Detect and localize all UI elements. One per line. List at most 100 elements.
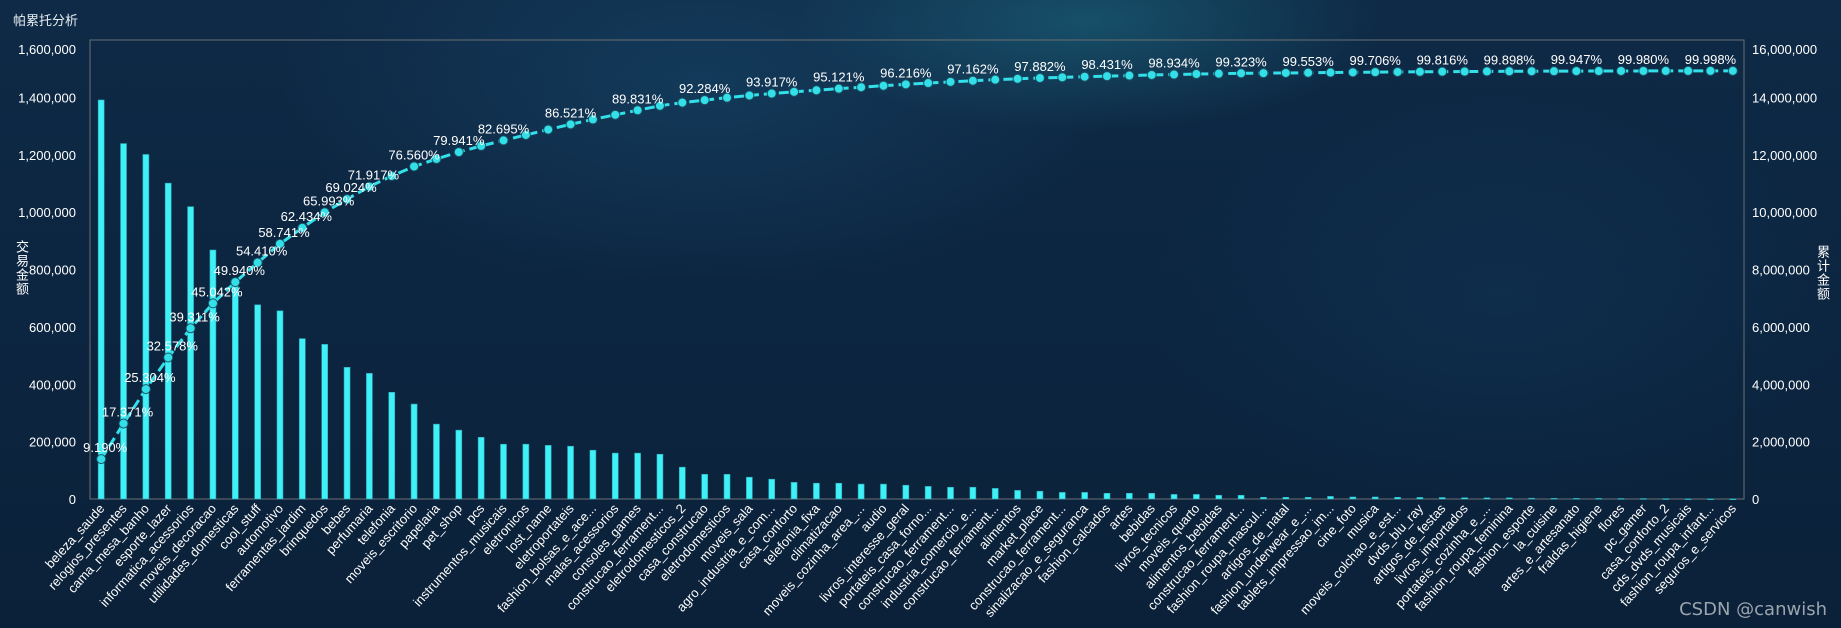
cumulative-point (1392, 66, 1403, 77)
cumulative-point (1280, 67, 1291, 78)
bar (1193, 494, 1200, 500)
cumulative-point (699, 95, 710, 106)
bar (231, 285, 239, 500)
cumulative-point (1236, 68, 1247, 79)
bar (746, 476, 753, 500)
bar (1617, 498, 1625, 500)
cumulative-percent-label: 62.434% (281, 209, 333, 224)
cumulative-point (1593, 66, 1604, 77)
cumulative-percent-label: 82.695% (478, 121, 530, 136)
bar (611, 452, 619, 500)
cumulative-point (252, 257, 263, 268)
cumulative-percent-label: 97.882% (1014, 59, 1066, 74)
cumulative-point (1012, 73, 1023, 84)
bar (857, 483, 865, 500)
bar (1260, 496, 1267, 500)
cumulative-point (833, 83, 844, 94)
cumulative-point (1616, 65, 1627, 76)
cumulative-point (856, 82, 867, 93)
cumulative-point (878, 80, 889, 91)
cumulative-percent-label: 99.980% (1618, 52, 1670, 67)
bar (97, 99, 105, 500)
cumulative-point (1303, 67, 1314, 78)
cumulative-point (923, 78, 934, 89)
y-right-tick-label: 4,000,000 (1752, 377, 1810, 392)
bar (634, 452, 641, 500)
y-left-tick-label: 1,400,000 (18, 90, 76, 105)
cumulative-percent-label: 89.831% (612, 91, 664, 106)
bar (299, 338, 306, 500)
bar (1640, 498, 1647, 500)
bar (1550, 498, 1558, 500)
bar (880, 483, 887, 500)
y-right-tick-label: 6,000,000 (1752, 320, 1810, 335)
cumulative-point (364, 181, 375, 192)
cumulative-point (722, 92, 733, 103)
cumulative-percent-label: 97.162% (947, 62, 999, 77)
cumulative-point (610, 109, 621, 120)
bar (209, 249, 217, 500)
plot-border (89, 39, 1745, 500)
bar (164, 182, 172, 500)
y-left-tick-label: 1,200,000 (18, 148, 76, 163)
chart-title: 帕累托分析 (13, 14, 79, 29)
bar (1170, 494, 1178, 500)
cumulative-point (811, 85, 822, 96)
cumulative-point (1549, 66, 1560, 77)
cumulative-point (498, 135, 509, 146)
bar (433, 423, 440, 500)
y-right-tick-label: 14,000,000 (1752, 90, 1817, 105)
bar (321, 344, 328, 500)
cumulative-point (230, 277, 241, 288)
y-right-tick-label: 0 (1752, 492, 1759, 507)
cumulative-point (163, 352, 174, 363)
bar (388, 391, 396, 500)
cumulative-point (386, 170, 397, 181)
cumulative-percent-label: 99.706% (1350, 53, 1402, 68)
y-right-tick-label: 8,000,000 (1752, 263, 1810, 278)
cumulative-point (1101, 71, 1112, 82)
bar (1461, 497, 1468, 500)
cumulative-point (431, 153, 442, 164)
cumulative-percent-label: 17.371% (102, 405, 154, 420)
cumulative-percent-label: 92.284% (679, 81, 731, 96)
bar (790, 482, 798, 500)
cumulative-point (1034, 73, 1045, 84)
cumulative-percent-label: 76.560% (388, 147, 440, 162)
y-right-tick-label: 2,000,000 (1752, 435, 1810, 450)
cumulative-point (207, 298, 218, 309)
cumulative-percent-label: 39.311% (169, 309, 220, 324)
cumulative-percent-label: 49.940% (214, 263, 266, 278)
bar (1282, 496, 1290, 500)
y-axis-left-title: 交易金额 (13, 240, 28, 296)
cumulative-point (677, 97, 688, 108)
bar (120, 143, 127, 500)
cumulative-point (453, 147, 464, 158)
cumulative-point (1079, 71, 1090, 82)
cumulative-point (118, 418, 129, 429)
cumulative-percent-label: 99.998% (1685, 52, 1737, 67)
bar (1237, 494, 1245, 500)
y-right-tick-label: 16,000,000 (1752, 42, 1817, 57)
y-left-tick-label: 0 (69, 492, 76, 507)
cumulative-percent-label: 45.042% (191, 284, 243, 299)
y-left-tick-label: 1,600,000 (18, 42, 76, 57)
bar (1081, 492, 1088, 500)
cumulative-point (1437, 66, 1448, 77)
cumulative-point (632, 105, 643, 116)
bar (1506, 497, 1513, 500)
cumulative-point (1504, 66, 1515, 77)
bar (477, 437, 485, 500)
cumulative-point (587, 114, 598, 125)
cumulative-percent-label: 79.941% (433, 133, 485, 148)
cumulative-point (1727, 65, 1738, 76)
bar (187, 206, 194, 500)
cumulative-point (1705, 65, 1716, 76)
cumulative-percent-label: 32.578% (147, 339, 199, 354)
cumulative-percent-label: 99.323% (1215, 54, 1267, 69)
cumulative-point (1191, 69, 1202, 80)
y-right-tick-label: 12,000,000 (1752, 148, 1817, 163)
bar (1595, 498, 1603, 500)
bar (1394, 496, 1401, 500)
bar (835, 482, 843, 500)
